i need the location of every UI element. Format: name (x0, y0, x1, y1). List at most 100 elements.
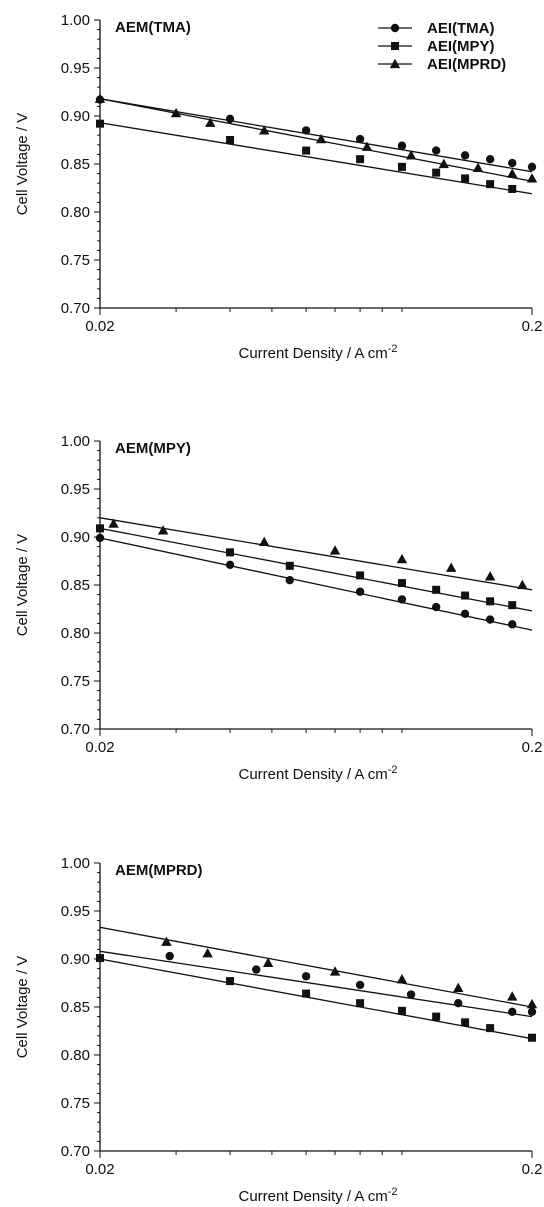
y-tick-label: 0.80 (61, 625, 90, 642)
y-tick-label: 0.95 (61, 60, 90, 77)
legend-label: AEI(TMA) (427, 20, 495, 37)
y-tick-label: 0.70 (61, 1143, 90, 1160)
x-axis-label-superscript: -2 (388, 343, 398, 355)
data-point (508, 620, 517, 629)
data-point (432, 585, 441, 594)
series-fit-line (99, 98, 533, 173)
data-point (355, 134, 365, 144)
data-point (361, 141, 373, 151)
data-point (302, 989, 311, 998)
data-point (108, 518, 119, 528)
series-2 (99, 950, 537, 1018)
data-point (508, 158, 517, 168)
data-point (528, 1033, 536, 1042)
x-tick-label: 0.02 (85, 739, 114, 756)
data-point (301, 972, 311, 981)
series-fit-line (99, 950, 533, 1018)
series-fit-line (99, 926, 533, 1008)
chart-panel-3: 0.70 0.75 0.80 0.85 0.90 0.95 1.00 0.02 0.2 Curre… (14, 855, 542, 1205)
data-point (355, 587, 365, 596)
legend-label: AEI(MPRD) (427, 56, 506, 73)
series-fit-line (99, 98, 533, 182)
data-point (96, 119, 104, 128)
data-point (453, 982, 464, 992)
data-point (508, 601, 517, 610)
data-point (157, 525, 169, 535)
data-point (225, 114, 235, 124)
data-point (431, 146, 441, 155)
legend-label: AEI(MPY) (427, 38, 495, 55)
data-point (356, 571, 365, 580)
data-point (205, 117, 216, 127)
series-1 (99, 517, 533, 591)
data-point (486, 597, 495, 606)
data-point (262, 957, 274, 967)
data-point (461, 174, 470, 183)
data-point (484, 571, 496, 581)
data-point (170, 107, 182, 118)
y-axis-label: Cell Voltage / V (14, 534, 31, 637)
y-tick-label: 0.95 (61, 481, 90, 498)
y-axis-label: Cell Voltage / V (14, 113, 31, 216)
data-point (406, 990, 416, 999)
series-fit-line (99, 517, 533, 591)
series-fit-line (99, 527, 533, 612)
data-point (225, 560, 235, 570)
data-point (397, 595, 407, 604)
x-axis-label-superscript: -2 (388, 764, 398, 776)
data-point (226, 977, 235, 986)
data-point (517, 579, 528, 590)
data-point (396, 973, 408, 984)
data-point (315, 133, 327, 144)
x-tick-label: 0.02 (85, 318, 114, 335)
data-point (526, 173, 538, 183)
legend-marker (389, 58, 401, 69)
x-tick-label: 0.02 (85, 1161, 114, 1178)
data-point (485, 155, 495, 164)
data-point (527, 1007, 537, 1016)
y-tick-label: 0.70 (61, 721, 90, 738)
x-tick-label: 0.2 (522, 1161, 543, 1178)
data-point (329, 545, 341, 555)
data-point (355, 980, 365, 990)
data-point (486, 1024, 495, 1033)
data-point (460, 609, 470, 618)
y-tick-label: 1.00 (61, 12, 90, 29)
data-point (329, 966, 341, 976)
data-point (226, 136, 235, 144)
chart-panel-1: 0.70 0.75 0.80 0.85 0.90 0.95 1.00 0.02 0.2 Curre… (14, 12, 542, 362)
y-tick-label: 0.85 (61, 999, 90, 1016)
y-tick-label: 0.75 (61, 1095, 90, 1112)
y-tick-label: 1.00 (61, 855, 90, 872)
data-point (472, 162, 484, 172)
data-point (285, 561, 294, 570)
chart-title: AEM(MPY) (115, 440, 191, 457)
data-point (508, 1007, 517, 1016)
data-point (356, 155, 365, 164)
data-point (527, 162, 537, 172)
data-point (356, 999, 365, 1008)
data-point (96, 954, 104, 963)
series-fit-line (99, 122, 533, 195)
y-tick-label: 0.70 (61, 300, 90, 317)
data-point (301, 126, 311, 135)
chart-title: AEM(TMA) (115, 19, 191, 36)
y-tick-label: 0.80 (61, 1047, 90, 1064)
chart-title: AEM(MPRD) (115, 862, 203, 879)
data-point (432, 168, 441, 177)
legend-marker (390, 23, 400, 33)
data-point (507, 168, 518, 178)
data-point (96, 524, 104, 533)
y-tick-label: 0.90 (61, 108, 90, 125)
series-3 (96, 954, 536, 1042)
y-tick-label: 0.85 (61, 577, 90, 594)
data-point (461, 591, 470, 600)
x-axis-label-superscript: -2 (388, 1186, 398, 1198)
data-point (397, 1006, 406, 1015)
data-point (397, 579, 406, 588)
series-3 (95, 533, 533, 631)
data-point (431, 602, 441, 612)
chart-panel-2: 0.70 0.75 0.80 0.85 0.90 0.95 1.00 0.02 0.2 Curre… (14, 433, 542, 783)
